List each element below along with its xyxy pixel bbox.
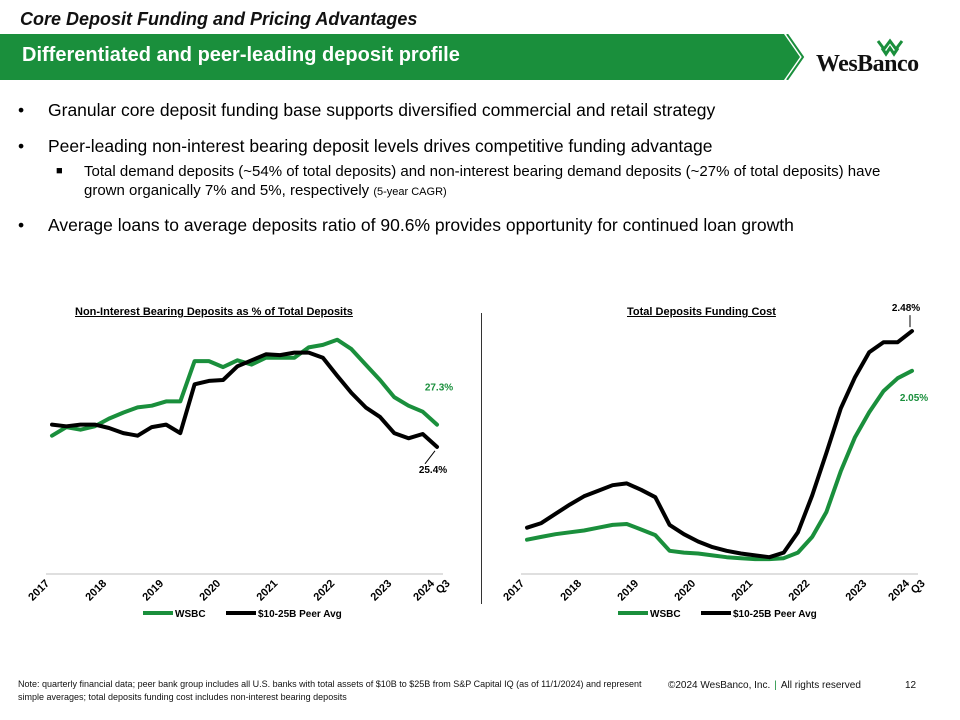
bullet-text: Granular core deposit funding base suppo… xyxy=(48,100,716,120)
svg-text:2022: 2022 xyxy=(787,578,813,604)
copyright: ©2024 WesBanco, Inc. | All rights reserved xyxy=(668,680,861,691)
svg-text:2019: 2019 xyxy=(615,578,641,604)
chart-title-nib: Non-Interest Bearing Deposits as % of To… xyxy=(75,306,353,318)
svg-text:2020: 2020 xyxy=(197,578,223,604)
x-tick-label: 2021 xyxy=(729,578,755,604)
section-title: Core Deposit Funding and Pricing Advanta… xyxy=(20,9,418,29)
svg-text:2017: 2017 xyxy=(26,578,52,604)
logo-wordmark: WesBanco xyxy=(816,51,919,77)
svg-text:2024: 2024 xyxy=(886,577,912,603)
end-value-label: 2.05% xyxy=(900,393,928,404)
bullet-list: • Granular core deposit funding base supp… xyxy=(18,99,918,250)
wesbanco-logo xyxy=(876,38,904,57)
footnote: Note: quarterly financial data; peer ban… xyxy=(18,679,642,702)
bullet-item: • Granular core deposit funding base supp… xyxy=(18,100,716,120)
banner-title: Differentiated and peer-leading deposit … xyxy=(22,44,460,66)
sub-bullet-text: Total demand deposits (~54% of total dep… xyxy=(84,163,881,199)
svg-text:2021: 2021 xyxy=(254,578,280,604)
end-value-label: 25.4% xyxy=(419,465,447,476)
svg-text:2018: 2018 xyxy=(558,578,584,604)
bullet-text: Peer-leading non-interest bearing deposi… xyxy=(48,136,713,156)
x-tick-label: 2022 xyxy=(787,578,813,604)
bullet-item: • Average loans to average deposits ratio… xyxy=(18,215,794,235)
x-tick-label: 2023 xyxy=(844,578,870,604)
series-line-wsbc xyxy=(525,368,914,562)
svg-text:2020: 2020 xyxy=(672,578,698,604)
bullet-item: • Peer-leading non-interest bearing depos… xyxy=(18,136,713,156)
x-tick-label: 2019 xyxy=(140,578,166,604)
end-value-label: 27.3% xyxy=(425,383,453,394)
end-value-label: 2.48% xyxy=(892,303,920,314)
svg-text:Q3: Q3 xyxy=(909,578,928,597)
svg-text:2022: 2022 xyxy=(312,578,338,604)
page-number: 12 xyxy=(905,680,917,691)
x-tick-label: 2020 xyxy=(672,578,698,604)
chart-divider xyxy=(481,313,482,604)
svg-text:2018: 2018 xyxy=(83,578,109,604)
x-tick-label: 2017 xyxy=(501,578,527,604)
x-tick-label: 2023 xyxy=(369,578,395,604)
sub-bullet-item: ■ Total demand deposits (~54% of total de… xyxy=(56,163,881,199)
series-line-peer-avg xyxy=(525,329,914,560)
svg-text:2024: 2024 xyxy=(411,577,437,603)
title-banner xyxy=(0,34,805,80)
footer-separator: | xyxy=(774,680,777,691)
x-tick-label: 2018 xyxy=(558,578,584,604)
svg-text:2023: 2023 xyxy=(369,578,395,604)
svg-text:Q3: Q3 xyxy=(434,578,453,597)
legend-label: WSBC xyxy=(175,609,206,620)
x-tick-label: 2021 xyxy=(254,578,280,604)
end-label-leader xyxy=(424,450,436,465)
bullet-text: Average loans to average deposits ratio … xyxy=(48,215,794,235)
svg-text:2019: 2019 xyxy=(140,578,166,604)
x-tick-label: 2017 xyxy=(26,578,52,604)
legend-label: WSBC xyxy=(650,609,681,620)
svg-text:2017: 2017 xyxy=(501,578,527,604)
chart-title-funding-cost: Total Deposits Funding Cost xyxy=(627,306,776,318)
series-line-peer-avg xyxy=(50,350,439,449)
series-line-wsbc xyxy=(50,337,439,438)
legend-label: $10-25B Peer Avg xyxy=(733,609,817,620)
sub-bullet-footnote: (5-year CAGR) xyxy=(373,186,447,198)
copyright-text: ©2024 WesBanco, Inc. xyxy=(668,680,771,691)
x-tick-label: 2018 xyxy=(83,578,109,604)
svg-text:2021: 2021 xyxy=(729,578,755,604)
rights-text: All rights reserved xyxy=(780,680,861,691)
svg-text:2023: 2023 xyxy=(844,578,870,604)
legend-label: $10-25B Peer Avg xyxy=(258,609,342,620)
x-tick-label: 2019 xyxy=(615,578,641,604)
x-tick-label: 2020 xyxy=(197,578,223,604)
x-tick-label: 2022 xyxy=(312,578,338,604)
